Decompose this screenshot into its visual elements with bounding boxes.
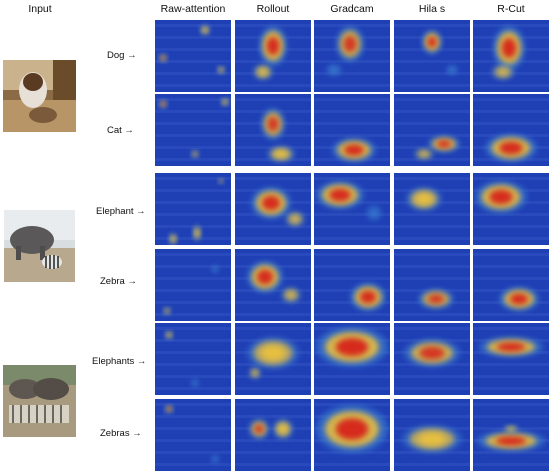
input-image-herd	[3, 365, 76, 437]
heatmap-zebra-r-cut	[473, 249, 549, 321]
heatmap-elephant-hila-s	[394, 173, 470, 245]
header-hila-s: Hila s	[418, 3, 446, 15]
heatmap-dog-gradcam	[314, 20, 390, 92]
heatmap-dog-raw-attention	[155, 20, 231, 92]
heatmap-zebras-raw-attention	[155, 399, 231, 471]
row-label-dog: Dog →	[107, 50, 137, 61]
heatmap-elephant-rollout	[235, 173, 311, 245]
heatmap-elephant-r-cut	[473, 173, 549, 245]
heatmap-dog-rollout	[235, 20, 311, 92]
heatmap-cat-gradcam	[314, 94, 390, 166]
heatmap-cat-raw-attention	[155, 94, 231, 166]
header-rollout: Rollout	[256, 3, 290, 15]
heatmap-cat-r-cut	[473, 94, 549, 166]
header-r-cut: R-Cut	[497, 3, 525, 15]
header-raw-attention: Raw-attention	[160, 3, 226, 15]
heatmap-zebras-hila-s	[394, 399, 470, 471]
input-image-elephant-zebra	[4, 210, 75, 282]
row-label-zebra: Zebra →	[100, 276, 137, 287]
heatmap-cat-hila-s	[394, 94, 470, 166]
row-label-elephant: Elephant →	[96, 206, 146, 217]
heatmap-elephants-gradcam	[314, 323, 390, 395]
heatmap-elephants-r-cut	[473, 323, 549, 395]
heatmap-elephants-hila-s	[394, 323, 470, 395]
row-label-cat: Cat →	[107, 125, 134, 136]
row-label-elephants: Elephants →	[92, 356, 147, 367]
header-input: Input	[28, 3, 52, 15]
heatmap-zebra-gradcam	[314, 249, 390, 321]
heatmap-elephants-raw-attention	[155, 323, 231, 395]
heatmap-zebras-rollout	[235, 399, 311, 471]
heatmap-zebra-rollout	[235, 249, 311, 321]
heatmap-dog-r-cut	[473, 20, 549, 92]
heatmap-zebra-raw-attention	[155, 249, 231, 321]
input-image-dog-cat	[3, 60, 76, 132]
heatmap-zebras-r-cut	[473, 399, 549, 471]
heatmap-zebra-hila-s	[394, 249, 470, 321]
heatmap-dog-hila-s	[394, 20, 470, 92]
heatmap-cat-rollout	[235, 94, 311, 166]
heatmap-elephants-rollout	[235, 323, 311, 395]
heatmap-zebras-gradcam	[314, 399, 390, 471]
heatmap-elephant-gradcam	[314, 173, 390, 245]
header-gradcam: Gradcam	[330, 3, 374, 15]
heatmap-elephant-raw-attention	[155, 173, 231, 245]
row-label-zebras: Zebras →	[100, 428, 142, 439]
